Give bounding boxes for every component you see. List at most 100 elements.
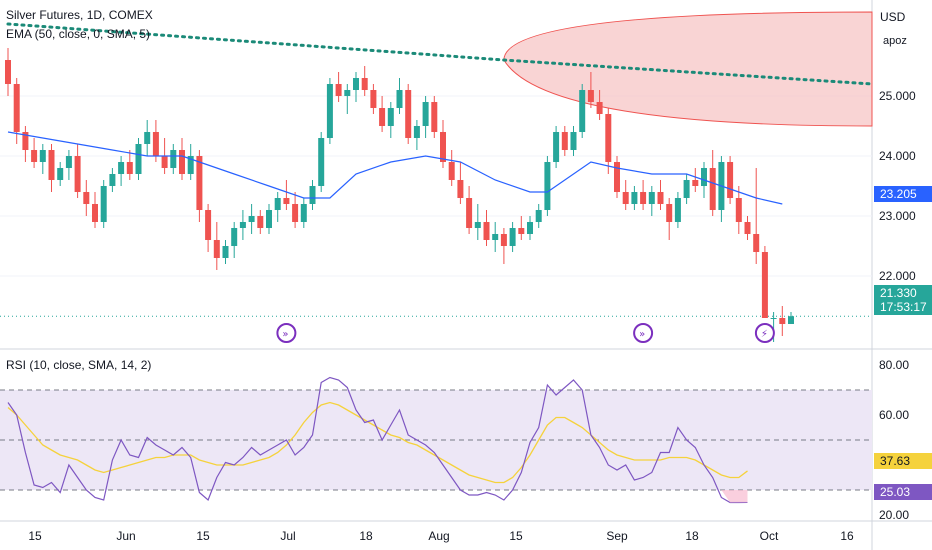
candle — [657, 180, 664, 210]
candle-body — [161, 156, 168, 168]
candle-body — [413, 126, 420, 138]
candle — [335, 72, 342, 102]
candle-body — [144, 132, 151, 144]
candle — [205, 204, 212, 252]
candle — [535, 204, 542, 228]
price-tick-label: 24.000 — [879, 149, 916, 163]
price-tick-label: 23.000 — [879, 209, 916, 223]
candle-body — [213, 240, 220, 258]
candle — [266, 204, 272, 234]
candle-body — [31, 150, 38, 162]
candle-body — [727, 162, 734, 198]
candle-body — [179, 150, 185, 174]
candle-body — [509, 228, 516, 246]
last-price-value: 21.330 — [880, 286, 917, 300]
candle-body — [170, 150, 177, 168]
candle — [666, 198, 673, 240]
time-axis-label: 16 — [840, 529, 854, 543]
candle — [283, 180, 290, 210]
candle — [135, 138, 142, 180]
candle-body — [587, 90, 594, 102]
candle — [518, 216, 525, 240]
candle-body — [570, 132, 577, 150]
candle-body — [614, 162, 620, 192]
symbol-title: Silver Futures, 1D, COMEX — [6, 8, 153, 22]
candle — [170, 144, 177, 174]
split-event-icon — [633, 323, 654, 343]
candle — [248, 204, 255, 234]
candle-body — [187, 156, 194, 174]
candle — [640, 180, 647, 210]
split-event-icon — [276, 323, 297, 343]
candle-body — [735, 198, 742, 222]
forecast-dotted-line — [6, 22, 874, 86]
candle-body — [466, 198, 473, 228]
candle — [788, 312, 794, 324]
rsi-line — [7, 376, 748, 504]
scale-mode-label[interactable]: apoz — [883, 35, 907, 47]
candle — [257, 210, 264, 234]
candle — [387, 102, 394, 138]
candle-body — [579, 90, 586, 132]
candle-body — [761, 252, 768, 318]
currency-label[interactable]: USD — [880, 10, 906, 24]
candle-body — [248, 216, 255, 222]
candle — [779, 306, 786, 336]
ema-legend: EMA (50, close, 0, SMA, 5) — [6, 27, 151, 41]
candle-body — [666, 204, 673, 222]
arrow-glyph-icon: » — [282, 329, 288, 340]
candle — [361, 66, 368, 96]
candle — [152, 120, 159, 162]
candle-body — [631, 192, 638, 204]
candle — [648, 186, 655, 216]
candle — [118, 156, 125, 186]
candle-body — [535, 210, 542, 222]
candle — [735, 186, 742, 234]
candle-body — [692, 180, 699, 186]
candle — [544, 156, 551, 216]
candle — [92, 192, 98, 228]
candle-body — [353, 78, 359, 90]
candle-body — [474, 222, 481, 228]
candle-body — [648, 192, 655, 204]
last-price-tag: 21.330 17:53:17 — [874, 285, 932, 315]
ema-line — [7, 131, 783, 205]
candle — [231, 222, 238, 258]
bar-countdown: 17:53:17 — [880, 300, 927, 314]
time-axis-label: 15 — [509, 529, 523, 543]
candle-body — [135, 144, 142, 174]
price-tick-label: 25.000 — [879, 89, 916, 103]
candle-body — [422, 102, 429, 126]
candle-body — [370, 90, 377, 108]
lightning-glyph-icon: ⚡ — [761, 329, 768, 340]
forecast-zone — [503, 11, 873, 127]
candle-body — [196, 156, 203, 210]
time-axis-label: Jul — [280, 529, 295, 543]
candle — [309, 180, 316, 210]
time-axis-label: Sep — [606, 529, 628, 543]
rsi-tick-label: 20.00 — [879, 508, 909, 522]
time-axis-label: 18 — [359, 529, 373, 543]
candle — [57, 162, 64, 186]
candle — [413, 120, 420, 150]
candle-body — [274, 198, 281, 210]
candle — [222, 240, 229, 264]
candle — [492, 222, 499, 252]
candle — [622, 180, 629, 210]
candle-body — [39, 150, 46, 162]
candle — [744, 216, 751, 240]
candle — [379, 96, 386, 132]
candle — [587, 72, 594, 108]
candle — [187, 144, 194, 180]
candle — [126, 150, 133, 180]
candle — [474, 204, 481, 240]
candle — [631, 186, 638, 210]
candle-body — [683, 180, 690, 198]
candle-body — [361, 78, 368, 90]
candle-body — [13, 84, 20, 132]
candle-body — [57, 168, 64, 180]
candle — [292, 192, 299, 228]
candle — [48, 144, 55, 192]
rsi-ma-line — [7, 401, 748, 484]
